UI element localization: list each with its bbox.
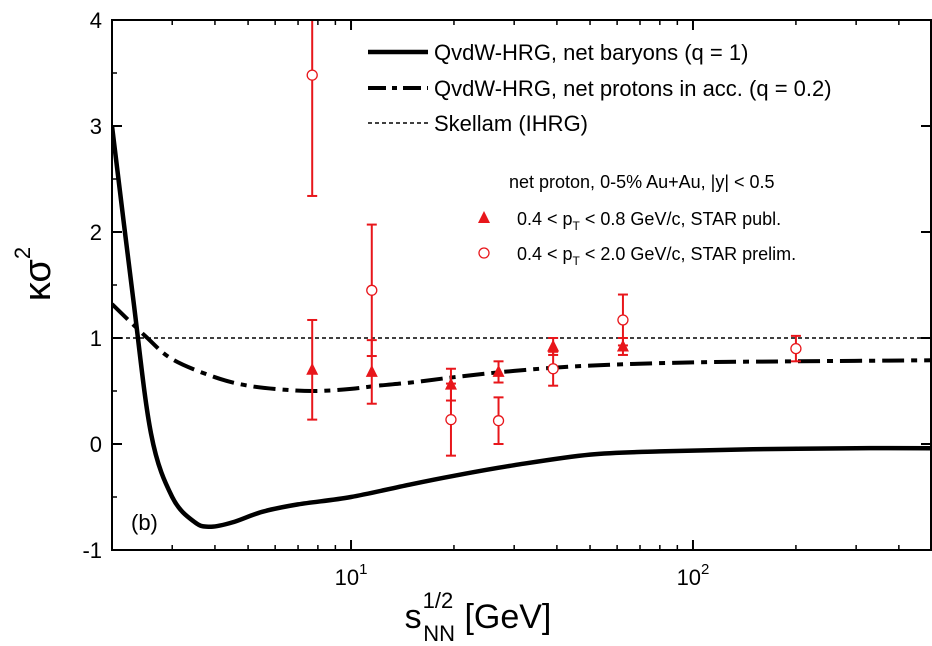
legend-title: net proton, 0-5% Au+Au, |y| < 0.5 — [509, 172, 775, 192]
data-point-triangle — [365, 364, 378, 377]
data-point-circle — [492, 415, 505, 427]
legend-marker-label-1: 0.4 < pT < 2.0 GeV/c, STAR prelim. — [517, 244, 796, 268]
legend-marker-label-0: 0.4 < pT < 0.8 GeV/c, STAR publ. — [517, 209, 781, 233]
x-tick-label: 101 — [335, 561, 368, 590]
series-curve-1 — [112, 302, 932, 394]
y-tick-label: 2 — [90, 220, 102, 245]
y-tick-label: 3 — [90, 114, 102, 139]
data-point-triangle — [492, 364, 505, 377]
data-point-circle — [790, 342, 802, 355]
x-tick-label: 102 — [677, 561, 710, 590]
data-point-circle — [617, 314, 629, 326]
data-point-circle — [445, 413, 457, 426]
legend-label-2: Skellam (IHRG) — [434, 111, 588, 136]
series-curve-0 — [112, 125, 932, 529]
data-point-circle — [366, 284, 378, 296]
data-point-triangle — [547, 339, 560, 352]
y-tick-label: 0 — [90, 432, 102, 457]
y-tick-label: -1 — [82, 538, 102, 563]
panel-label: (b) — [131, 510, 158, 535]
data-point-circle — [547, 363, 559, 375]
legend-label-1: QvdW-HRG, net protons in acc. (q = 0.2) — [434, 76, 832, 101]
data-point-circle — [306, 69, 318, 81]
legend-label-0: QvdW-HRG, net baryons (q = 1) — [434, 40, 748, 65]
x-axis-label: s1/2 NN [GeV] — [405, 588, 552, 646]
y-tick-label: 4 — [90, 8, 102, 33]
y-axis-label: κσ2 — [10, 247, 59, 301]
data-point-triangle — [306, 362, 319, 375]
y-tick-label: 1 — [90, 326, 102, 351]
legend-marker-circle — [478, 247, 490, 259]
legend-marker-triangle — [478, 211, 490, 223]
